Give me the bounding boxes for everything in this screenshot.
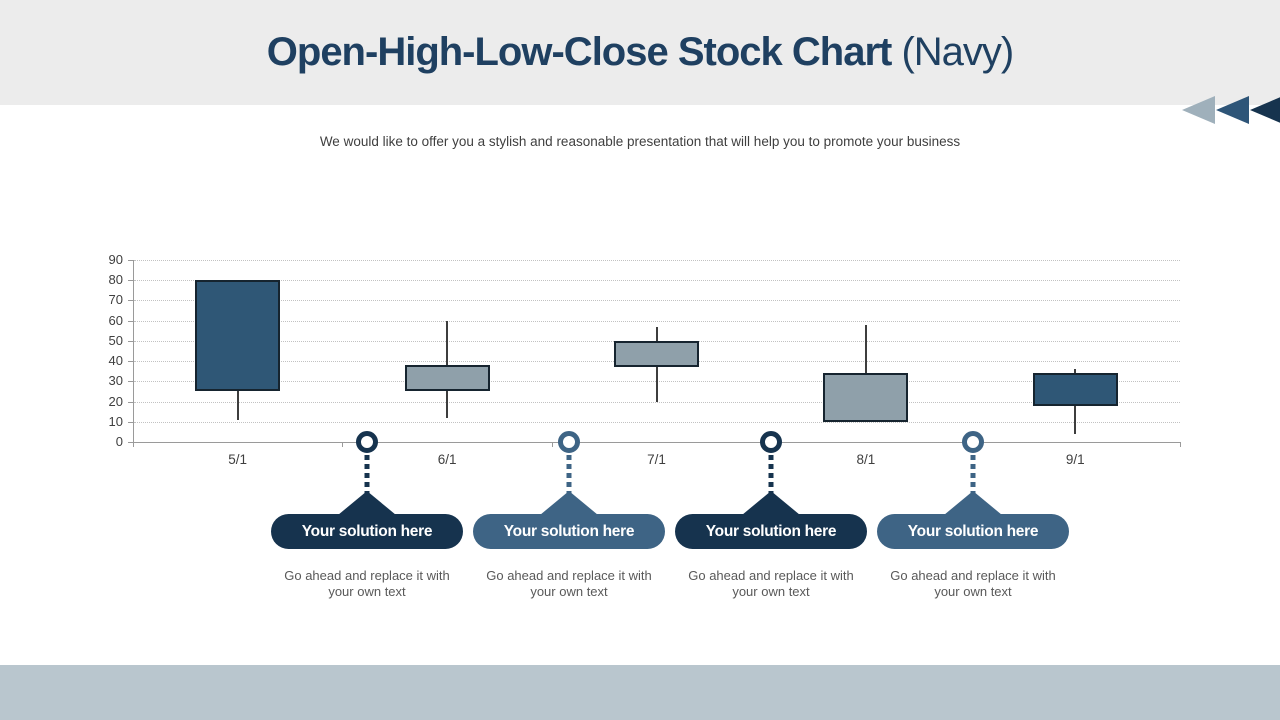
y-axis-tick	[128, 340, 133, 342]
callout-description: Go ahead and replace it with your own te…	[284, 568, 450, 600]
callout-label: Your solution here	[301, 522, 433, 540]
x-axis-tick	[551, 442, 553, 447]
callout-pill-button[interactable]: Your solution here	[877, 514, 1069, 549]
callout: Your solution here Go ahead and replace i…	[661, 0, 881, 720]
gridline	[134, 421, 1180, 423]
y-axis-tick	[128, 421, 133, 423]
callout-description: Go ahead and replace it with your own te…	[688, 568, 854, 600]
y-axis-label: 0	[115, 434, 123, 449]
y-axis-label: 20	[108, 393, 123, 409]
callout-arrow-up-icon	[540, 491, 598, 515]
y-axis-label: 10	[108, 413, 123, 429]
y-axis-label: 60	[108, 312, 123, 328]
callout: Your solution here Go ahead and replace i…	[459, 0, 679, 720]
callout-label: Your solution here	[907, 522, 1039, 540]
y-axis-tick	[128, 401, 133, 403]
callout-pill-button[interactable]: Your solution here	[675, 514, 867, 549]
header-band: Open-High-Low-Close Stock Chart (Navy)	[0, 0, 1280, 105]
y-axis-tick	[128, 320, 133, 322]
candle-box	[614, 340, 699, 368]
x-axis-tick	[1180, 442, 1181, 447]
y-axis-tick	[128, 280, 133, 282]
y-axis-line	[133, 260, 134, 442]
callout-pill-button[interactable]: Your solution here	[271, 514, 463, 549]
timeline-marker	[962, 431, 984, 453]
subtitle: We would like to offer you a stylish and…	[319, 134, 961, 149]
callout-connector-dotted-line	[566, 455, 572, 505]
back-triangle-icon	[1250, 96, 1280, 124]
callout-description: Go ahead and replace it with your own te…	[890, 568, 1056, 600]
callout-description: Go ahead and replace it with your own te…	[486, 568, 652, 600]
page-title-suffix: (Navy)	[891, 30, 1014, 74]
back-triangle-icon	[1182, 96, 1215, 124]
x-axis-label: 9/1	[1065, 452, 1085, 467]
callout: Your solution here Go ahead and replace i…	[863, 0, 1083, 720]
y-axis-label: 40	[108, 353, 123, 369]
callout-label: Your solution here	[503, 522, 635, 540]
candle-box	[195, 280, 281, 392]
callout-arrow-up-icon	[338, 491, 396, 515]
candle-box	[404, 365, 490, 392]
x-axis-label: 8/1	[856, 452, 876, 467]
callout-arrow-up-icon	[742, 491, 800, 515]
y-axis-label: 50	[108, 332, 123, 348]
gridline	[134, 300, 1180, 302]
page-title: Open-High-Low-Close Stock Chart (Navy)	[0, 30, 1280, 75]
x-axis-label: 7/1	[647, 452, 666, 467]
back-triangle-icon	[1216, 96, 1249, 124]
gridline	[134, 280, 1180, 282]
y-axis-tick	[128, 442, 133, 443]
y-axis-label: 90	[108, 252, 123, 267]
x-axis-tick	[133, 442, 134, 447]
callout-connector-dotted-line	[364, 455, 370, 505]
y-axis-tick	[128, 361, 133, 363]
y-axis-tick	[128, 381, 133, 383]
callout: Your solution here Go ahead and replace i…	[257, 0, 477, 720]
timeline-marker	[760, 431, 782, 453]
callout-connector-dotted-line	[768, 455, 774, 505]
x-axis-tick	[342, 442, 344, 447]
timeline-marker	[558, 431, 580, 453]
candle-box	[823, 373, 909, 422]
gridline	[134, 320, 1180, 322]
callout-connector-dotted-line	[970, 455, 976, 505]
footer-band	[0, 665, 1280, 720]
gridline	[134, 260, 1180, 261]
timeline-marker	[356, 431, 378, 453]
y-axis-label: 70	[108, 292, 123, 308]
callout-arrow-up-icon	[944, 491, 1002, 515]
y-axis-label: 80	[108, 272, 123, 288]
x-axis-label: 5/1	[228, 452, 248, 467]
candle-box	[1032, 373, 1118, 406]
y-axis-label: 30	[108, 373, 123, 389]
gridline	[134, 401, 1180, 403]
y-axis-tick	[128, 300, 133, 302]
y-axis-tick	[128, 260, 133, 261]
page-title-main: Open-High-Low-Close Stock Chart	[266, 30, 893, 74]
callout-label: Your solution here	[705, 522, 837, 540]
callout-pill-button[interactable]: Your solution here	[473, 514, 665, 549]
x-axis-label: 6/1	[437, 452, 457, 467]
x-axis-line	[133, 442, 1180, 443]
